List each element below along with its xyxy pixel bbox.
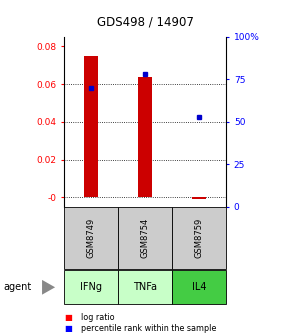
Text: IFNg: IFNg (80, 282, 102, 292)
Text: TNFa: TNFa (133, 282, 157, 292)
Text: GSM8749: GSM8749 (86, 218, 95, 258)
Text: GSM8759: GSM8759 (195, 218, 204, 258)
Text: ■: ■ (64, 324, 72, 333)
Bar (138, 77, 152, 197)
Text: percentile rank within the sample: percentile rank within the sample (81, 324, 217, 333)
Bar (84, 56, 98, 197)
Text: GDS498 / 14907: GDS498 / 14907 (97, 15, 193, 28)
Text: GSM8754: GSM8754 (140, 218, 150, 258)
Text: IL4: IL4 (192, 282, 206, 292)
Text: log ratio: log ratio (81, 313, 115, 322)
Text: agent: agent (3, 282, 31, 292)
Text: ■: ■ (64, 313, 72, 322)
Bar (192, 197, 206, 199)
